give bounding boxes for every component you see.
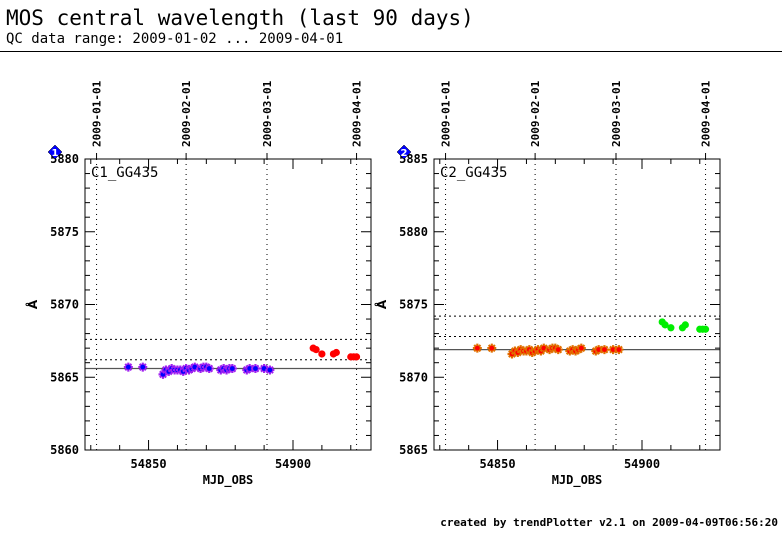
x-tick-label: 54900 bbox=[624, 457, 660, 471]
x-axis-label: MJD_OBS bbox=[203, 473, 254, 488]
header-divider bbox=[0, 51, 782, 52]
panel-label: C2_GG435 bbox=[440, 165, 507, 181]
panel-badge-icon bbox=[47, 144, 63, 160]
panel-badge-number: 2 bbox=[401, 148, 408, 159]
data-point-core bbox=[192, 364, 198, 370]
data-point bbox=[661, 321, 669, 329]
date-tick-label: 2009-04-01 bbox=[700, 80, 713, 147]
date-tick-label: 2009-03-01 bbox=[261, 80, 274, 147]
data-point-core bbox=[253, 366, 258, 371]
data-point-core bbox=[247, 366, 253, 371]
data-point-core bbox=[267, 367, 273, 373]
y-tick-label: 5865 bbox=[50, 370, 79, 384]
data-point bbox=[701, 325, 710, 333]
data-point-core bbox=[474, 345, 480, 351]
y-axis-label: Å bbox=[25, 299, 40, 309]
date-tick-label: 2009-02-01 bbox=[529, 80, 542, 147]
chart-panel-2: 2009-01-01 2009-02-01 2009-03-01 2009-04-01… bbox=[374, 80, 721, 488]
x-tick-label: 54900 bbox=[275, 457, 311, 471]
y-tick-label: 5875 bbox=[399, 298, 428, 312]
data-point-core bbox=[596, 347, 602, 353]
date-tick-label: 2009-01-01 bbox=[91, 80, 104, 147]
date-tick-label: 2009-01-01 bbox=[440, 80, 453, 147]
charts-canvas: 2009-01-01 2009-02-01 2009-03-01 2009-04-01… bbox=[25, 80, 721, 488]
data-point-core bbox=[140, 364, 146, 370]
panel-badge-number: 1 bbox=[52, 148, 59, 159]
data-point-core bbox=[229, 366, 235, 371]
plot-frame bbox=[433, 158, 721, 451]
data-point-core bbox=[610, 347, 616, 353]
date-tick-label: 2009-03-01 bbox=[610, 80, 623, 147]
panel-badge-icon bbox=[396, 144, 412, 160]
data-point-core bbox=[578, 345, 584, 351]
x-tick-label: 54850 bbox=[130, 457, 166, 471]
data-point-core bbox=[489, 345, 495, 351]
footer-credit: created by trendPlotter v2.1 on 2009-04-… bbox=[440, 516, 778, 529]
data-point-core bbox=[602, 347, 607, 353]
page-title: MOS central wavelength (last 90 days) bbox=[6, 6, 474, 30]
y-tick-label: 5875 bbox=[50, 225, 79, 239]
panel-label: C1_GG435 bbox=[91, 165, 158, 181]
date-tick-label: 2009-02-01 bbox=[180, 80, 193, 147]
y-tick-label: 5870 bbox=[50, 298, 79, 312]
data-point-core bbox=[541, 345, 547, 351]
y-tick-label: 5880 bbox=[399, 225, 428, 239]
x-axis-label: MJD_OBS bbox=[552, 473, 603, 488]
date-tick-label: 2009-04-01 bbox=[351, 80, 364, 147]
x-tick-label: 54850 bbox=[479, 457, 515, 471]
data-point-core bbox=[206, 366, 212, 371]
y-tick-label: 5870 bbox=[399, 370, 428, 384]
data-point bbox=[667, 324, 675, 332]
y-tick-label: 5865 bbox=[399, 443, 428, 457]
chart-panel-1: 2009-01-01 2009-02-01 2009-03-01 2009-04-01… bbox=[25, 80, 372, 488]
data-point-core bbox=[125, 364, 131, 370]
y-tick-label: 5860 bbox=[50, 443, 79, 457]
data-point bbox=[681, 321, 689, 329]
data-point-core bbox=[555, 347, 561, 353]
y-axis-label: Å bbox=[374, 299, 389, 309]
data-point bbox=[352, 353, 361, 361]
page-subtitle: QC data range: 2009-01-02 ... 2009-04-01 bbox=[6, 31, 344, 47]
data-point bbox=[318, 350, 326, 358]
plot-frame bbox=[84, 158, 372, 451]
data-point bbox=[312, 346, 320, 354]
data-point-core bbox=[616, 347, 622, 353]
data-point-core bbox=[261, 366, 267, 371]
data-point bbox=[332, 348, 340, 357]
